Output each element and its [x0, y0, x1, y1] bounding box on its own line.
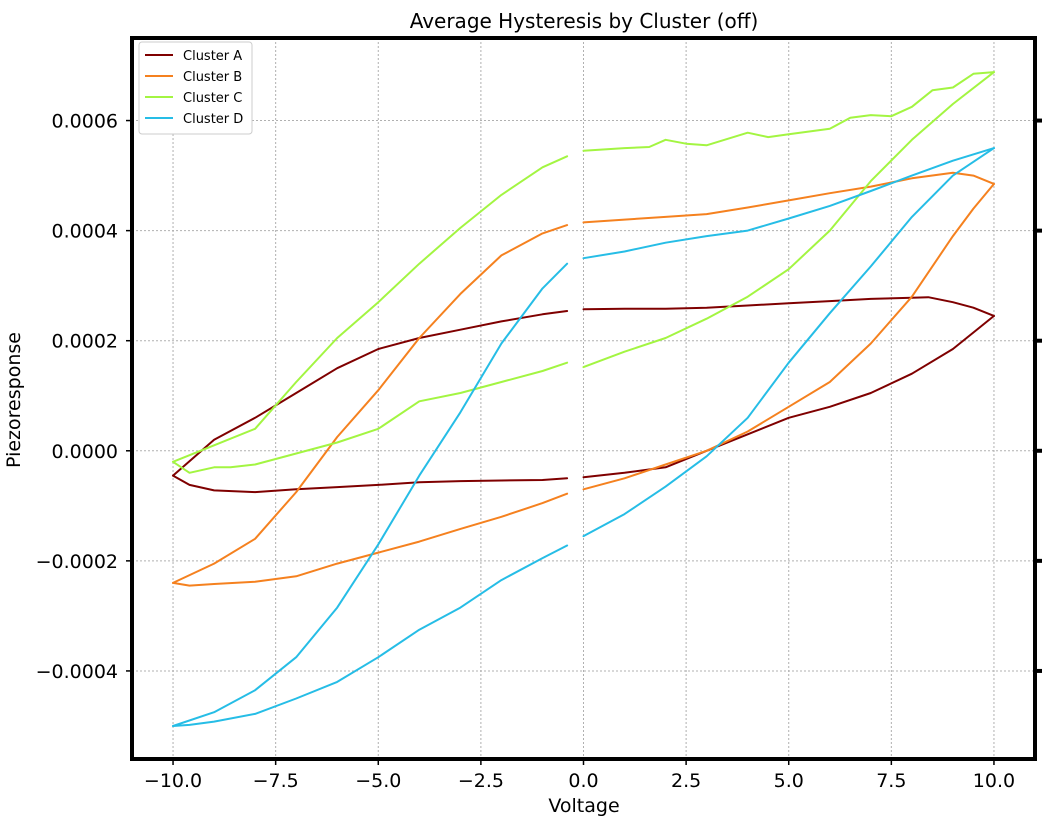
series-line-segment — [582, 182, 995, 491]
series-layer — [172, 71, 995, 727]
chart-title: Average Hysteresis by Cluster (off) — [410, 9, 759, 33]
y-tick-label: 0.0002 — [52, 331, 118, 353]
y-tick-label: −0.0002 — [36, 551, 118, 573]
series-cluster-c — [172, 71, 995, 474]
series-line-segment — [582, 314, 995, 479]
grid-lines — [132, 38, 1035, 759]
x-axis-label: Voltage — [548, 795, 619, 817]
y-tick-label: −0.0004 — [36, 661, 118, 683]
series-line-segment — [582, 71, 995, 369]
series-line-segment — [172, 492, 569, 587]
x-tick-label: −10.0 — [144, 770, 202, 792]
x-tick-label: 0.0 — [568, 770, 598, 792]
x-tick-label: −5.0 — [355, 770, 401, 792]
legend-label: Cluster A — [183, 49, 242, 64]
x-tick-label: −2.5 — [458, 770, 504, 792]
legend: Cluster A Cluster B Cluster C Cluster D — [138, 41, 253, 135]
series-line-segment — [582, 296, 995, 317]
y-tick-label: 0.0004 — [52, 221, 118, 243]
series-line-segment — [172, 262, 569, 727]
series-line-segment — [582, 71, 995, 152]
legend-label: Cluster D — [183, 112, 243, 127]
y-tick-label: 0.0000 — [52, 441, 118, 463]
legend-label: Cluster C — [183, 91, 242, 106]
y-axis-label: Piezoresponse — [3, 332, 25, 468]
y-tick-label: 0.0006 — [52, 111, 118, 133]
x-tick-label: 10.0 — [973, 770, 1015, 792]
series-line-segment — [172, 474, 569, 494]
series-line-segment — [172, 155, 569, 463]
series-cluster-a — [172, 296, 995, 494]
x-tick-label: 7.5 — [876, 770, 906, 792]
series-line-segment — [172, 544, 569, 727]
series-line-segment — [582, 147, 995, 538]
legend-label: Cluster B — [183, 70, 242, 85]
legend-box — [138, 41, 253, 135]
series-line-segment — [172, 224, 569, 584]
x-tick-label: −7.5 — [253, 770, 299, 792]
series-line-segment — [582, 147, 995, 260]
plot-frame — [130, 36, 1037, 761]
series-line-segment — [172, 310, 569, 477]
axis-ticks: −10.0 −7.5 −5.0 −2.5 0.0 2.5 5.0 7.5 10.0 −0.0004… — [36, 111, 1042, 792]
x-tick-label: 5.0 — [774, 770, 804, 792]
series-line-segment — [172, 361, 569, 474]
x-tick-label: 2.5 — [671, 770, 701, 792]
series-cluster-d — [172, 147, 995, 727]
